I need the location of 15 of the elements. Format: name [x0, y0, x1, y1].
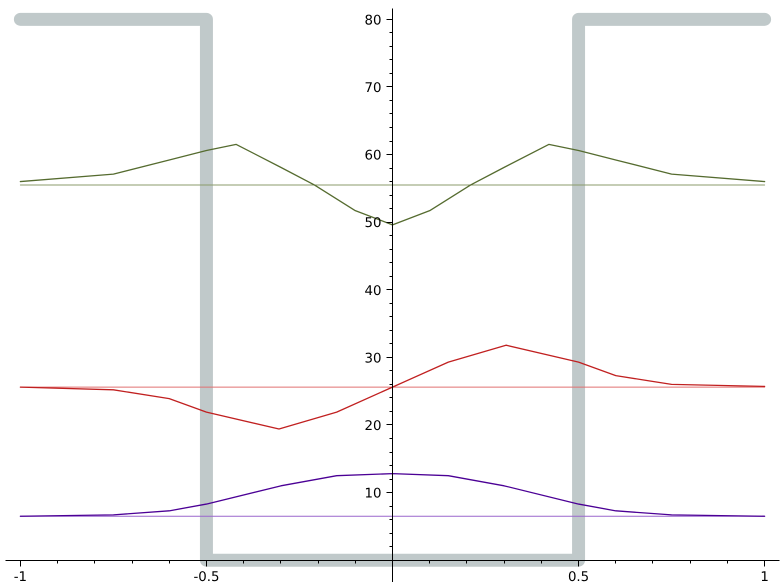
x-tick-label: -1	[14, 570, 28, 582]
y-tick-label: 30	[364, 351, 382, 366]
y-tick-label: 40	[364, 284, 382, 299]
y-tick-label: 60	[364, 148, 382, 164]
x-tick-label: -0.5	[193, 570, 220, 582]
y-tick-label: 80	[364, 13, 382, 28]
x-tick-label: 1	[760, 570, 769, 582]
line-series	[20, 344, 766, 430]
line-series	[20, 473, 766, 517]
y-tick-label: 20	[364, 418, 382, 434]
x-tick-label: 0.5	[568, 570, 590, 582]
y-tick-label: 70	[364, 80, 382, 96]
y-tick-label: 50	[364, 216, 382, 232]
y-tick-label: 10	[364, 486, 382, 502]
line-series	[20, 144, 766, 226]
